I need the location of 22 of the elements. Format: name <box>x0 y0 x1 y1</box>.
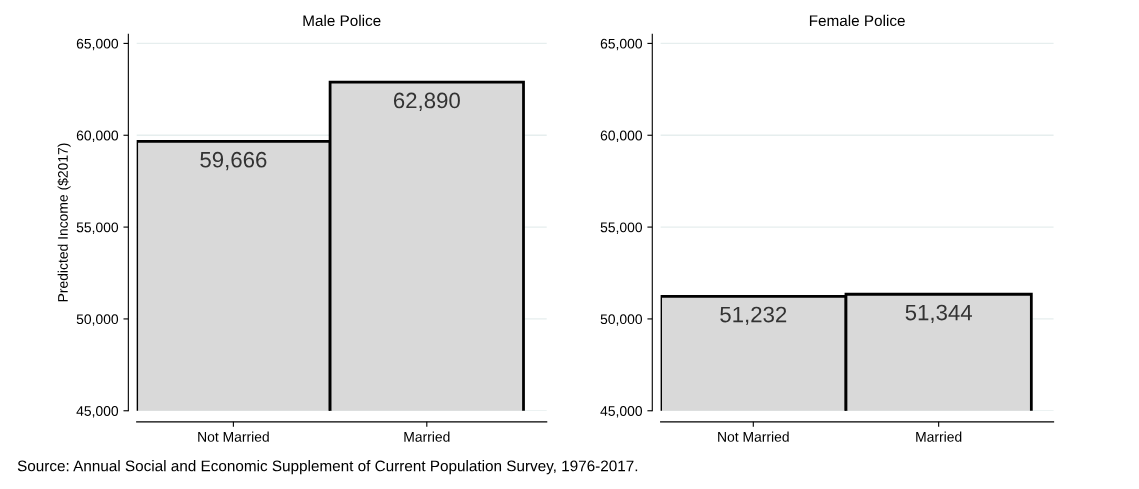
y-tick-label: 45,000 <box>76 406 119 418</box>
y-tick-label: 55,000 <box>600 222 643 234</box>
x-tick-label: Married <box>916 431 962 442</box>
x-tick-label: Married <box>404 431 450 442</box>
chart-title: Male Police <box>303 14 381 27</box>
y-axis-title: Predicted Income ($2017) <box>57 143 71 302</box>
chart-title: Female Police <box>809 14 905 27</box>
y-tick-label: 55,000 <box>76 222 119 234</box>
y-tick-label: 60,000 <box>600 130 643 143</box>
y-tick-label: 65,000 <box>600 38 643 51</box>
source-note: Source: Annual Social and Economic Supplement of Current Population Survey, 1976-2017. <box>17 460 638 475</box>
y-tick-label: 45,000 <box>600 406 643 418</box>
y-tick-label: 65,000 <box>76 38 119 51</box>
x-tick-label: Not Married <box>718 431 789 442</box>
y-tick-label: 50,000 <box>600 314 643 326</box>
y-tick-label: 50,000 <box>76 314 119 326</box>
data-label: 51,344 <box>905 304 972 324</box>
data-label: 62,890 <box>393 92 460 111</box>
data-label: 59,666 <box>200 151 267 171</box>
x-tick-label: Not Married <box>198 431 269 442</box>
data-label: 51,232 <box>720 306 787 326</box>
y-tick-label: 60,000 <box>76 130 119 143</box>
